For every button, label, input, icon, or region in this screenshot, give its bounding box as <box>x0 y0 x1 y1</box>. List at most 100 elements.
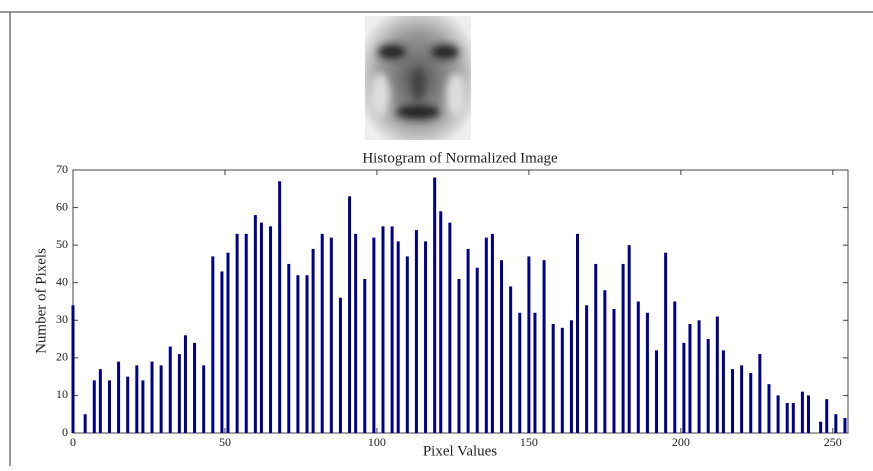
bar <box>843 418 846 433</box>
bar <box>439 211 442 433</box>
bar <box>227 253 230 433</box>
bar <box>135 365 138 433</box>
x-tick-label: 0 <box>70 435 76 449</box>
bar <box>543 260 546 433</box>
bar <box>236 234 239 433</box>
bar <box>178 354 181 433</box>
y-tick-label: 40 <box>56 274 68 288</box>
bar <box>354 234 357 433</box>
bar <box>485 238 488 433</box>
bar <box>807 395 810 433</box>
bar <box>117 362 120 433</box>
bar <box>476 268 479 433</box>
bar <box>321 234 324 433</box>
bar <box>637 302 640 434</box>
bar <box>260 223 263 433</box>
bar <box>646 313 649 433</box>
bar <box>612 309 615 433</box>
bar <box>628 245 631 433</box>
x-tick-label: 250 <box>824 435 842 449</box>
x-tick-label: 200 <box>672 435 690 449</box>
bar <box>707 339 710 433</box>
bar <box>202 365 205 433</box>
y-tick-label: 70 <box>56 162 68 176</box>
bar <box>673 302 676 434</box>
bar <box>397 241 400 433</box>
bar <box>749 373 752 433</box>
bar <box>330 238 333 433</box>
bar <box>184 335 187 433</box>
bar <box>603 290 606 433</box>
bar <box>339 298 342 433</box>
y-tick-label: 10 <box>56 387 68 401</box>
bar <box>594 264 597 433</box>
bar <box>348 196 351 433</box>
y-axis-label: Number of Pixels <box>33 248 49 354</box>
bar <box>491 234 494 433</box>
bar <box>220 271 223 433</box>
bar <box>269 226 272 433</box>
bar <box>518 313 521 433</box>
bar <box>278 181 281 433</box>
x-tick-label: 50 <box>219 435 231 449</box>
bar <box>287 264 290 433</box>
bar <box>372 238 375 433</box>
bar <box>448 223 451 433</box>
face-image <box>365 16 471 140</box>
bar <box>585 305 588 433</box>
bar <box>682 343 685 433</box>
bar <box>312 249 315 433</box>
bar <box>84 414 87 433</box>
x-axis-label: Pixel Values <box>423 443 497 459</box>
bar <box>254 215 257 433</box>
bar <box>731 369 734 433</box>
bar <box>722 350 725 433</box>
bar <box>527 256 530 433</box>
y-tick-label: 0 <box>62 425 68 439</box>
bar <box>664 253 667 433</box>
bar <box>561 328 564 433</box>
bar <box>72 305 75 433</box>
bar <box>834 414 837 433</box>
bar <box>424 241 427 433</box>
bar <box>467 249 470 433</box>
bar <box>415 230 418 433</box>
bar <box>382 226 385 433</box>
y-tick-label: 50 <box>56 237 68 251</box>
bar <box>740 365 743 433</box>
bar <box>767 384 770 433</box>
bar <box>391 226 394 433</box>
bar <box>93 380 96 433</box>
bar <box>363 279 366 433</box>
bar <box>698 320 701 433</box>
bar <box>296 275 299 433</box>
bar <box>160 365 163 433</box>
bar <box>533 313 536 433</box>
x-tick-label: 100 <box>368 435 386 449</box>
bar <box>457 279 460 433</box>
x-tick-label: 150 <box>520 435 538 449</box>
bar <box>141 380 144 433</box>
bar <box>169 347 172 433</box>
y-tick-label: 30 <box>56 312 68 326</box>
bar <box>819 422 822 433</box>
bar <box>792 403 795 433</box>
bar <box>108 380 111 433</box>
bar <box>126 377 129 433</box>
bar <box>825 399 828 433</box>
bar <box>758 354 761 433</box>
bar <box>509 286 512 433</box>
bar <box>801 392 804 433</box>
bar <box>786 403 789 433</box>
chart: Histogram of Normalized Image Pixel Valu… <box>0 0 873 466</box>
bar <box>211 256 214 433</box>
bar <box>245 234 248 433</box>
bar <box>655 350 658 433</box>
chart-title: Histogram of Normalized Image <box>362 150 558 166</box>
bar <box>622 264 625 433</box>
bar <box>777 395 780 433</box>
bar <box>151 362 154 433</box>
bar <box>570 320 573 433</box>
bar <box>406 256 409 433</box>
bar <box>306 275 309 433</box>
